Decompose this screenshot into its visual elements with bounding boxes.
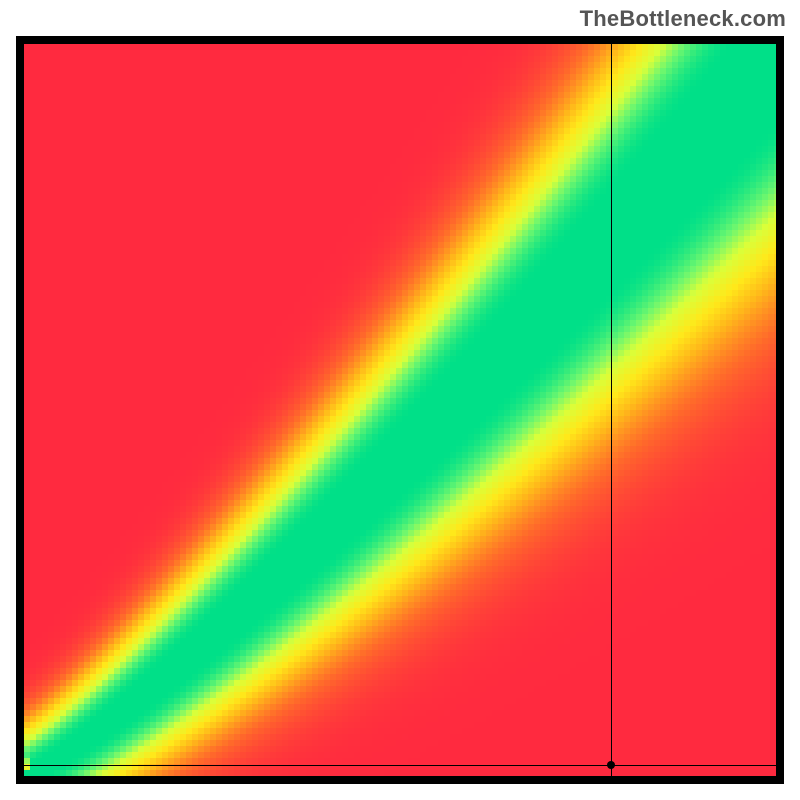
heatmap-canvas [24,44,776,776]
watermark-text: TheBottleneck.com [580,6,786,32]
heatmap-frame [16,36,784,784]
crosshair-horizontal [24,765,776,766]
crosshair-vertical [611,44,612,776]
chart-wrapper: TheBottleneck.com [0,0,800,800]
crosshair-dot [607,761,615,769]
